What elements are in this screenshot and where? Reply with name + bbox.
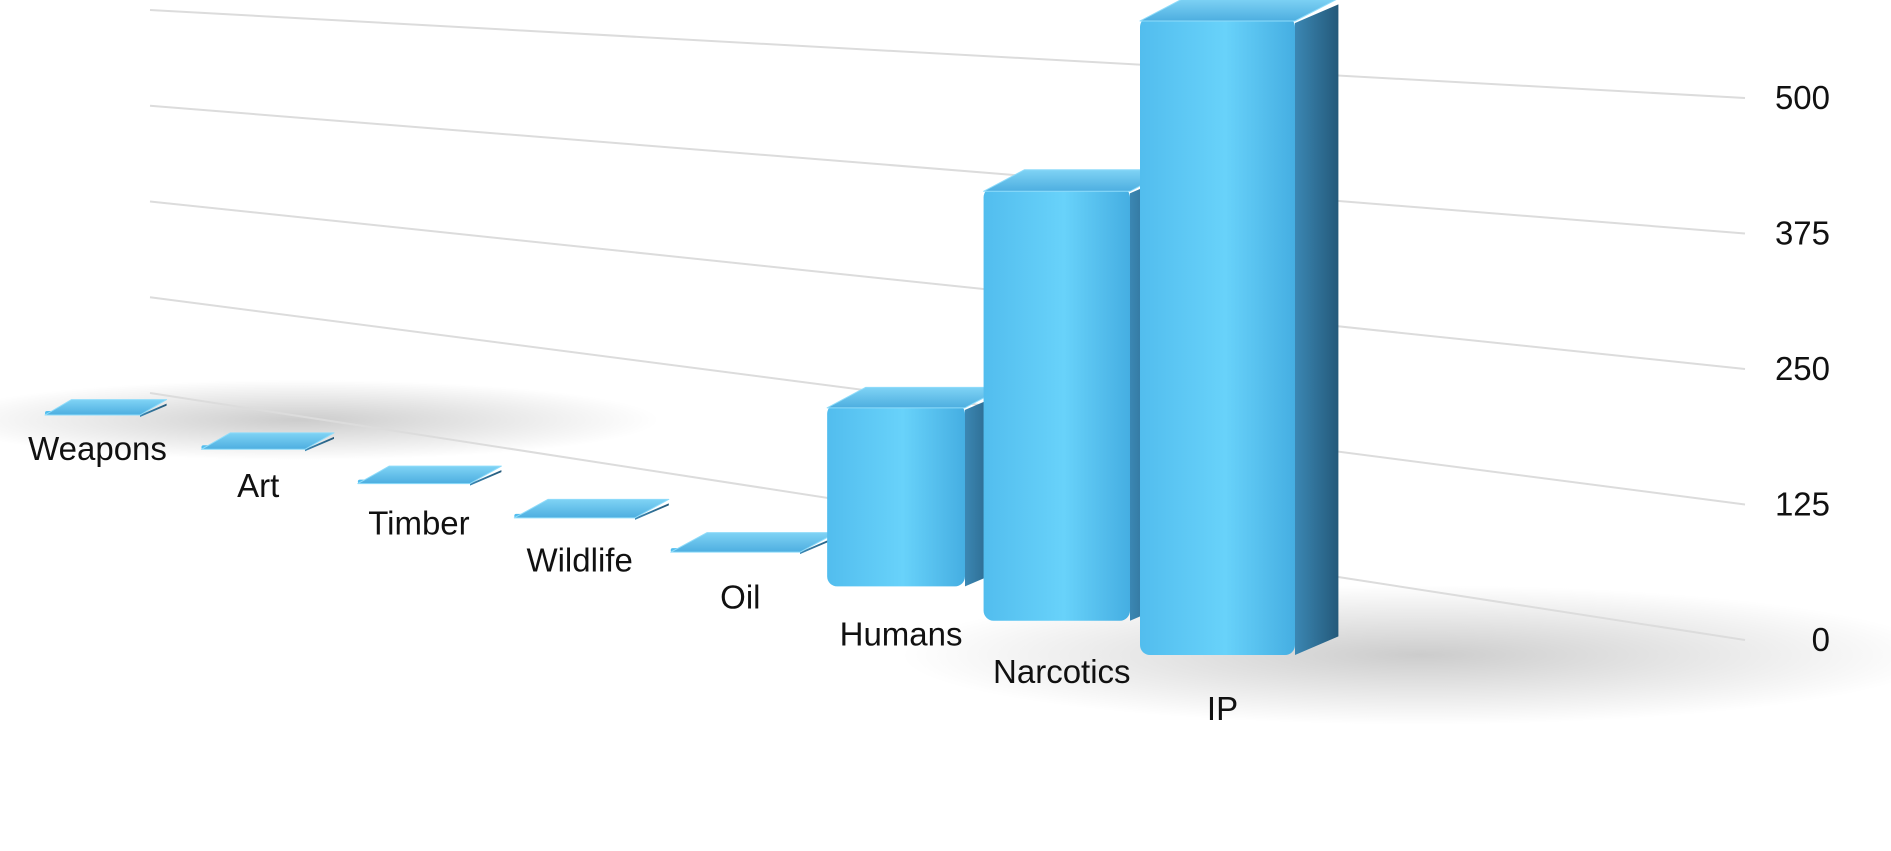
bar-art: [200, 432, 335, 452]
y-tick-label: 375: [1775, 215, 1830, 252]
x-tick-label: Humans: [840, 616, 963, 653]
x-tick-label: Timber: [368, 504, 469, 541]
bar-side-face: [1295, 4, 1339, 655]
bar-wildlife: [513, 498, 670, 520]
category-labels: Weapons Art Timber Wildlife Oil Humans Narcoti…: [28, 430, 1238, 727]
x-tick-label: Weapons: [28, 430, 167, 467]
bar-timber: [357, 465, 502, 486]
y-tick-label: 250: [1775, 350, 1830, 387]
y-tick-label: 125: [1775, 486, 1830, 523]
bar-front-face: [1140, 17, 1295, 655]
gridline: [149, 200, 1746, 370]
x-tick-label: Narcotics: [993, 653, 1131, 690]
bar-top-face: [513, 498, 670, 519]
y-tick-label: 0: [1812, 621, 1830, 658]
bar-ip: [1139, 0, 1339, 655]
y-tick-label: 500: [1775, 79, 1830, 116]
x-tick-label: Oil: [720, 579, 760, 616]
bar-top-face: [44, 399, 168, 416]
bar-weapons: [44, 399, 168, 417]
gridline: [149, 9, 1746, 99]
y-axis-ticks: 0 125 250 375 500: [1775, 79, 1830, 658]
bar-top-face: [357, 465, 502, 485]
x-tick-label: Wildlife: [526, 541, 632, 578]
bar-top-face: [1139, 0, 1337, 22]
bar-side-face: [305, 436, 334, 452]
x-tick-label: Art: [237, 467, 279, 504]
gridline: [149, 104, 1746, 235]
bar-front-face: [827, 403, 965, 587]
x-tick-label: IP: [1207, 690, 1238, 727]
bar-top-face: [200, 432, 335, 450]
bar-side-face: [470, 470, 502, 486]
bar-oil: [670, 532, 837, 555]
bar-humans: [826, 386, 1005, 587]
bar-side-face: [140, 403, 167, 417]
bar-side-face: [635, 503, 669, 520]
bars: [44, 0, 1339, 655]
bar-front-face: [983, 187, 1130, 621]
